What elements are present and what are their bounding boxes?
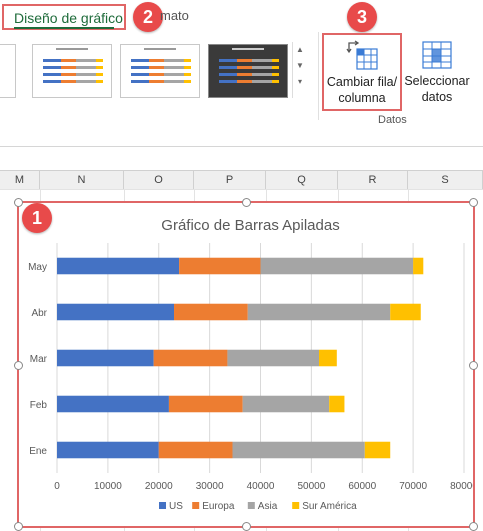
- bar-segment: [329, 395, 345, 413]
- switch-label-line1: Cambiar fila/: [326, 75, 398, 89]
- switch-label-line2: columna: [338, 91, 386, 105]
- bar-segment: [168, 395, 243, 413]
- x-tick-label: 20000: [145, 481, 173, 492]
- step-badge-3: 3: [347, 2, 377, 32]
- resize-handle[interactable]: [469, 361, 478, 370]
- seleccionar-datos-button[interactable]: Seleccionar datos: [404, 38, 470, 108]
- bar-segment: [179, 257, 261, 275]
- chart-style-thumbnail[interactable]: [32, 44, 112, 98]
- bar-segment: [247, 303, 391, 321]
- resize-handle[interactable]: [14, 361, 23, 370]
- bar-segment: [232, 441, 365, 459]
- resize-handle[interactable]: [469, 198, 478, 207]
- x-tick-label: 0: [54, 481, 60, 492]
- column-header-q[interactable]: Q: [266, 171, 338, 189]
- legend-swatch: [247, 502, 255, 509]
- scroll-down-icon[interactable]: ▼: [296, 61, 304, 70]
- legend-swatch: [292, 502, 300, 509]
- y-category-label: Mar: [30, 354, 48, 365]
- bar-segment: [57, 441, 159, 459]
- gallery-more-icon[interactable]: ▾: [297, 77, 302, 86]
- x-tick-label: 50000: [297, 481, 325, 492]
- group-label-datos: Datos: [378, 114, 407, 126]
- gallery-scroll[interactable]: ▲ ▼ ▾: [292, 42, 307, 98]
- chart-title: Gráfico de Barras Apiladas: [161, 217, 339, 234]
- select-label-line1: Seleccionar: [404, 74, 470, 88]
- bar-segment: [242, 395, 330, 413]
- bar-segment: [57, 395, 169, 413]
- legend-swatch: [159, 502, 166, 509]
- bar-segment: [319, 349, 337, 367]
- column-header-m[interactable]: M: [0, 171, 40, 189]
- stacked-bar-chart: Gráfico de Barras Apiladas 0 10000 20000 300…: [28, 217, 473, 512]
- column-header-o[interactable]: O: [124, 171, 194, 189]
- resize-handle[interactable]: [14, 198, 23, 207]
- legend-label: Sur América: [302, 501, 357, 512]
- legend-swatch: [192, 502, 200, 509]
- resize-handle[interactable]: [242, 522, 251, 531]
- active-tab-underline: [14, 27, 114, 29]
- chart-style-thumbnail[interactable]: [0, 44, 16, 98]
- bar-segment: [364, 441, 391, 459]
- resize-handle[interactable]: [469, 522, 478, 531]
- column-header-r[interactable]: R: [338, 171, 408, 189]
- y-category-label: Abr: [31, 308, 47, 319]
- bar-segment: [57, 349, 154, 367]
- bar-segment: [174, 303, 248, 321]
- group-divider: [318, 32, 319, 120]
- bar-segment: [260, 257, 414, 275]
- tab-formato[interactable]: mato: [160, 8, 189, 23]
- bar-segment: [158, 441, 233, 459]
- legend-label: Asia: [258, 501, 278, 512]
- chart-area[interactable]: Gráfico de Barras Apiladas 0 10000 20000 300…: [14, 198, 478, 531]
- ribbon: Diseño de gráfico 2 mato 3 ▲ ▼ ▾: [0, 0, 483, 147]
- legend-label: Europa: [202, 501, 235, 512]
- tab-diseno-de-grafico[interactable]: Diseño de gráfico: [2, 4, 126, 30]
- y-category-label: Ene: [29, 446, 47, 457]
- x-tick-label: 70000: [399, 481, 427, 492]
- x-tick-label: 30000: [196, 481, 224, 492]
- chart-style-thumbnail-dark[interactable]: [208, 44, 288, 98]
- column-header-p[interactable]: P: [194, 171, 266, 189]
- chart-style-thumbnail[interactable]: [120, 44, 200, 98]
- column-header-s[interactable]: S: [408, 171, 483, 189]
- step-badge-2: 2: [133, 2, 163, 32]
- column-header-n[interactable]: N: [40, 171, 124, 189]
- y-category-label: May: [28, 262, 47, 273]
- y-category-label: Feb: [30, 400, 48, 411]
- resize-handle[interactable]: [242, 198, 251, 207]
- x-tick-label: 80000: [450, 481, 473, 492]
- switch-row-column-icon: [346, 40, 378, 70]
- x-tick-label: 40000: [247, 481, 275, 492]
- cambiar-fila-columna-button[interactable]: Cambiar fila/ columna: [322, 33, 402, 111]
- x-tick-label: 10000: [94, 481, 122, 492]
- resize-handle[interactable]: [14, 522, 23, 531]
- legend-label: US: [169, 501, 183, 512]
- tab-label: Diseño de gráfico: [14, 10, 123, 26]
- bar-segment: [413, 257, 424, 275]
- select-data-icon: [422, 41, 452, 69]
- scroll-up-icon[interactable]: ▲: [296, 45, 304, 54]
- bar-segment: [153, 349, 228, 367]
- bar-segment: [227, 349, 320, 367]
- x-tick-label: 60000: [348, 481, 376, 492]
- bar-segment: [57, 303, 175, 321]
- select-label-line2: datos: [421, 90, 453, 104]
- column-headers: M N O P Q R S: [0, 170, 483, 190]
- bar-segment: [390, 303, 421, 321]
- step-badge-1: 1: [22, 203, 52, 233]
- bar-segment: [57, 257, 180, 275]
